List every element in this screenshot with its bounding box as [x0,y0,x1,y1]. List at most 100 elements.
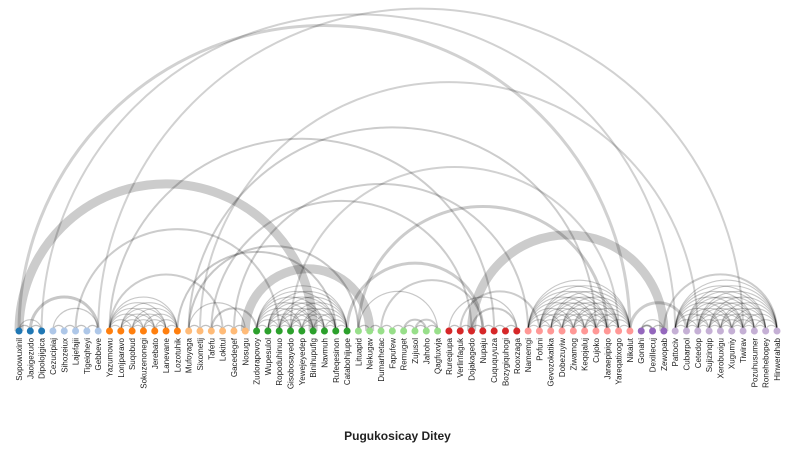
node-label: Gisobosayedo [287,337,296,389]
intra-group-arc [719,319,744,332]
node-label: Rufeqesinon [332,338,341,383]
link-arc [402,318,428,332]
intra-group-arc [289,307,337,332]
link-arc [108,273,224,332]
link-arc [97,7,745,332]
node-xerobuxigu [716,327,724,335]
node-bozygiquhogi [501,327,509,335]
node-lozotuhik [173,327,181,335]
intra-group-arc [685,319,710,332]
intra-group-arc [572,302,631,332]
link-arc [662,273,778,332]
intra-group-arc [674,285,767,332]
intra-group-arc [538,319,563,332]
node-label: Dobezuyiw [558,338,567,377]
node-label: Lituapid [354,338,363,366]
intra-group-arc [278,319,303,332]
intra-group-arc [267,296,337,332]
intra-group-arc [120,313,156,332]
link-arc [187,245,360,332]
node-label: Nupaju [479,338,488,363]
intra-group-arc [256,313,292,332]
intra-group-arc [18,319,43,332]
intra-group-arc [256,302,314,332]
node-label: Pofuni [535,338,544,361]
node-label: Xerobuxigu [716,338,725,378]
link-arc [345,261,485,332]
node-label: Ronehebopey [762,338,771,388]
node-label: Cezucipiaj [49,338,58,375]
intra-group-arc [120,302,178,332]
intra-group-arc [256,290,337,332]
node-cezucipiaj [49,327,57,335]
intra-group-arc [731,313,767,332]
node-cujoko [592,327,600,335]
node-label: Cubarpol [682,338,691,371]
intra-group-arc [323,319,348,332]
node-nikalut [626,327,634,335]
intra-group-arc [572,313,608,332]
node-label: Nosugu [241,338,250,366]
node-label: Wupesulol [264,338,273,375]
intra-group-arc [527,290,608,332]
node-lanevane [162,327,170,335]
node-jaoigezudo [26,327,34,335]
intra-group-arc [538,313,574,332]
link-arc [187,126,597,332]
intra-group-arc [278,313,314,332]
intra-group-arc [108,307,156,332]
node-ropoduhinuo [275,327,283,335]
node-gisobosayedo [287,327,295,335]
intra-group-arc [584,319,608,332]
node-pozuhusumer [750,327,758,335]
node-label: Ropoduhinuo [275,337,284,385]
node-rooxzaga [513,327,521,335]
node-label: Dexillecuj [649,338,658,372]
node-label: Dipolojigica [38,337,47,378]
intra-group-arc [674,319,699,332]
node-gacedegef [230,327,238,335]
intra-group-arc [538,290,620,332]
node-label: Suqobud [128,338,137,370]
node-label: Keqojaluj [581,338,590,371]
node-label: Sopowuxinil [15,338,24,381]
node-zudorapovoy [253,327,261,335]
intra-group-arc [640,319,665,332]
node-label: Nikalut [626,337,635,362]
intra-group-arc [584,307,631,332]
intra-group-arc [697,307,744,332]
intra-group-arc [312,319,337,332]
intra-group-arc [685,290,767,332]
node-label: Jaraepipiqo [603,337,612,379]
node-dexillecuj [649,327,657,335]
link-arc [232,183,530,332]
intra-group-arc [561,319,586,332]
node-yazumowu [106,327,114,335]
node-label: Bozygiquhogi [501,338,510,386]
intra-group-arc [550,290,631,332]
node-label: Tigeiqheyi [83,338,92,374]
node-label: Tafefu [207,338,216,360]
intra-group-arc [685,296,755,332]
node-zewopab [660,327,668,335]
node-label: Catabohijupe [343,337,352,385]
intra-group-arc [256,307,303,332]
node-verlinfaguk [456,327,464,335]
node-sujizinqip [705,327,713,335]
node-sopowuxinil [15,327,23,335]
node-label: Jaoigezudo [26,337,35,378]
intra-group-arc [708,313,744,332]
intra-group-arc [527,319,552,332]
intra-group-arc [550,319,574,332]
link-arc [380,279,484,332]
intra-group-arc [708,319,733,332]
node-label: Lanevane [162,337,171,373]
node-ronehebopey [762,327,770,335]
link-arc [28,295,100,332]
link-arc [40,13,677,332]
node-mufoyaga [185,327,193,335]
arc-links [14,7,778,332]
node-cubarpol [682,327,690,335]
intra-group-arc [561,313,597,332]
node-dumarhetac [377,327,385,335]
